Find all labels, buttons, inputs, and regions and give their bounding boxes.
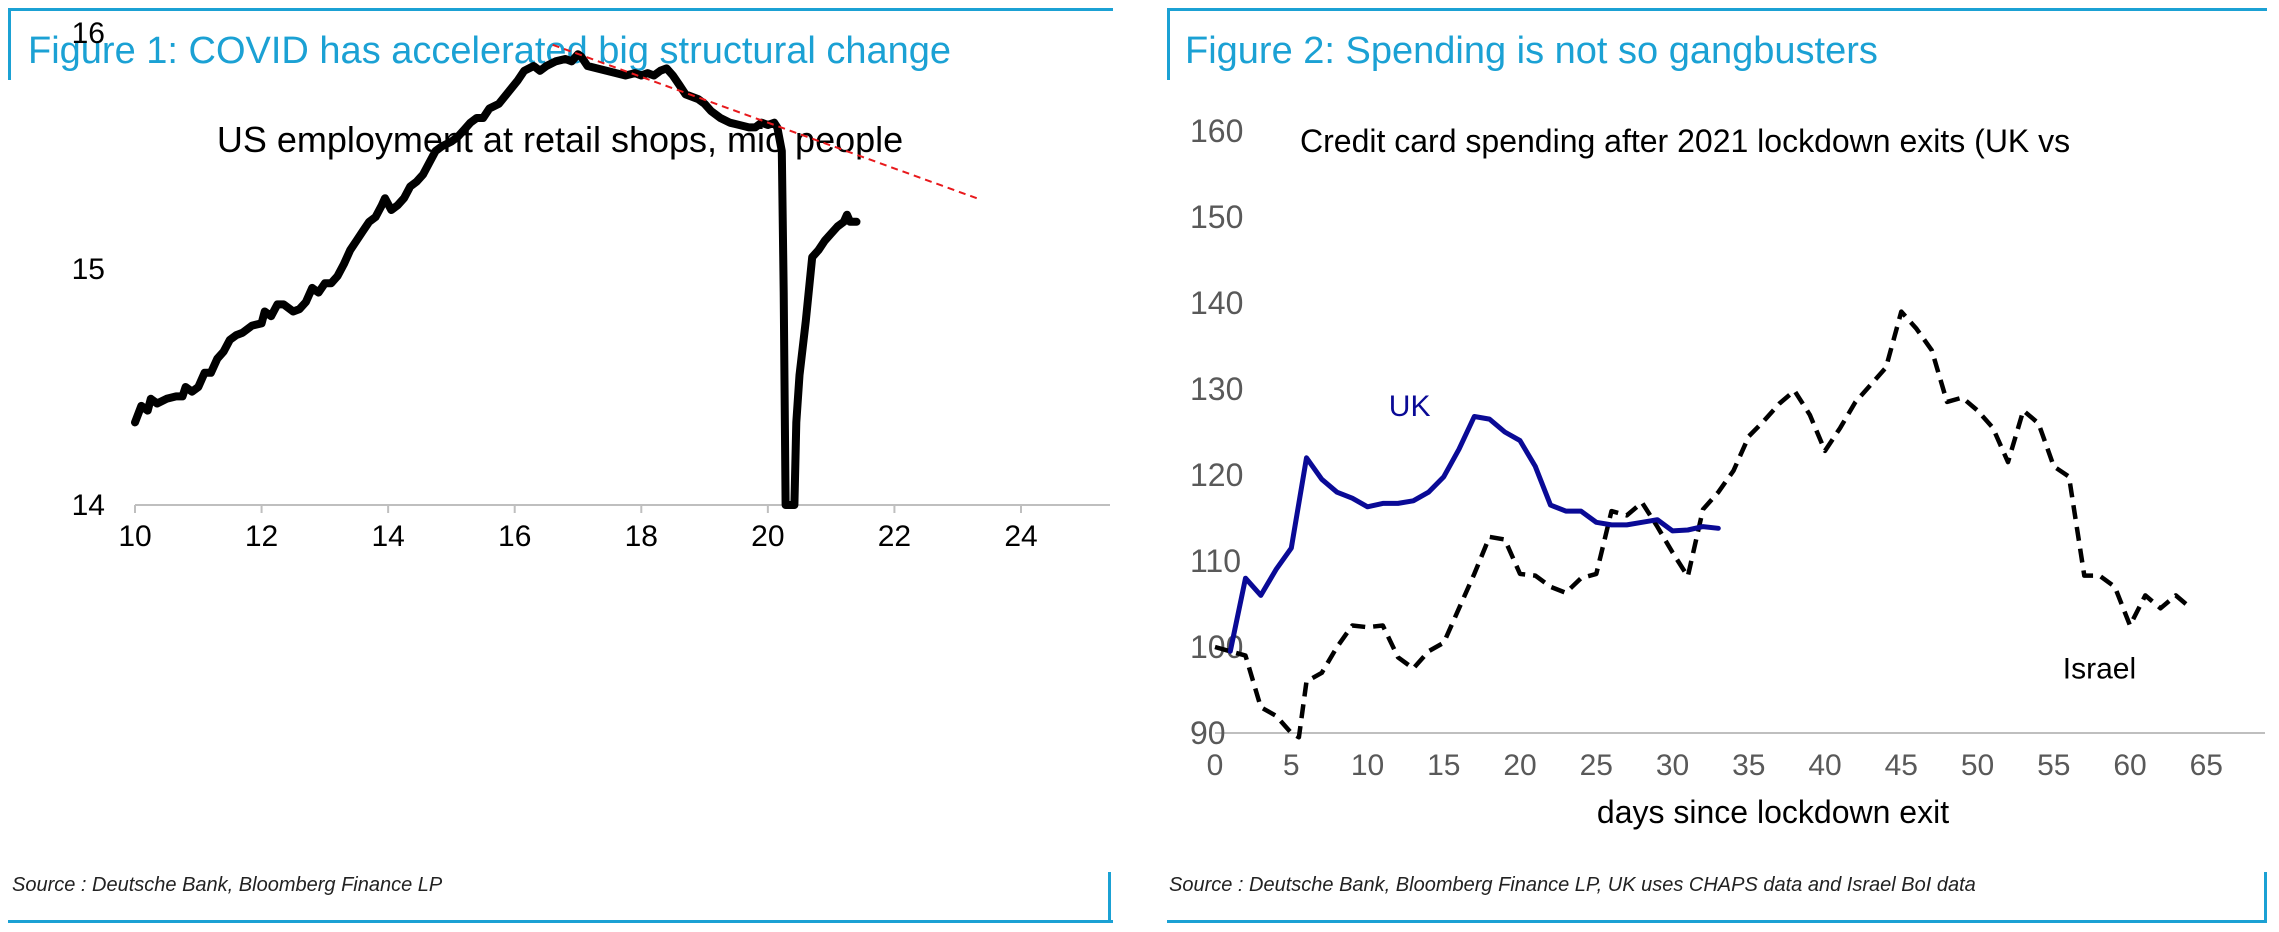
figure-1-panel: Figure 1: COVID has accelerated big stru… xyxy=(0,0,1120,932)
chart-2-x-tick-label: 35 xyxy=(1732,749,1765,782)
figure-1-bottom-accent-bar xyxy=(1108,872,1111,922)
chart-2-x-tick-label: 60 xyxy=(2113,749,2146,782)
chart-1-y-tick-label: 15 xyxy=(72,253,105,286)
chart-2-x-tick-label: 25 xyxy=(1580,749,1613,782)
chart-2-label-israel: Israel xyxy=(2063,653,2136,686)
chart-2-x-tick-label: 40 xyxy=(1808,749,1841,782)
figure-2-source: Source : Deutsche Bank, Bloomberg Financ… xyxy=(1169,874,1976,896)
chart-2-x-tick-label: 65 xyxy=(2190,749,2223,782)
chart-2: Credit card spending after 2021 lockdown… xyxy=(1190,113,2265,830)
chart-1-x-tick-label: 10 xyxy=(118,520,151,553)
chart-2-x-tick-label: 0 xyxy=(1207,749,1224,782)
figure-2-bottom-rule xyxy=(1167,920,2267,923)
chart-1-title: US employment at retail shops, mio peopl… xyxy=(217,119,903,160)
chart-1-trend-line xyxy=(552,43,978,200)
chart-1-x-tick-label: 12 xyxy=(245,520,278,553)
chart-1-y-tick-label: 16 xyxy=(72,17,105,50)
chart-2-x-tick-label: 55 xyxy=(2037,749,2070,782)
chart-2-x-tick-label: 5 xyxy=(1283,749,1300,782)
chart-2-series-israel xyxy=(1214,309,2193,740)
chart-2-y-tick-label: 150 xyxy=(1190,199,1243,235)
figure-1-source: Source : Deutsche Bank, Bloomberg Financ… xyxy=(12,874,443,896)
chart-2-x-tick-label: 15 xyxy=(1427,749,1460,782)
chart-2-y-tick-label: 140 xyxy=(1190,285,1243,321)
figure-1-top-rule xyxy=(8,8,1113,11)
chart-2-y-tick-label: 110 xyxy=(1190,543,1241,579)
chart-1-x-tick-label: 20 xyxy=(751,520,784,553)
chart-2-y-tick-label: 90 xyxy=(1190,715,1226,751)
figure-2-panel: Figure 2: Spending is not so gangbusters… xyxy=(1165,0,2279,932)
chart-1-x-tick-label: 22 xyxy=(878,520,911,553)
chart-1-series-retail-employment xyxy=(131,50,861,509)
chart-2-series-uk xyxy=(1227,414,1721,654)
figure-1-title: Figure 1: COVID has accelerated big stru… xyxy=(28,30,952,72)
figure-2-top-rule xyxy=(1167,8,2267,11)
chart-2-x-tick-label: 20 xyxy=(1503,749,1536,782)
chart-2-x-axis-title: days since lockdown exit xyxy=(1597,794,1949,830)
figure-1-accent-bar xyxy=(8,8,11,80)
figure-2-accent-bar xyxy=(1167,8,1170,80)
figure-1-bottom-rule xyxy=(8,920,1113,923)
chart-2-title: Credit card spending after 2021 lockdown… xyxy=(1300,123,2070,159)
chart-1-x-tick-label: 18 xyxy=(625,520,658,553)
chart-1: US employment at retail shops, mio peopl… xyxy=(72,17,1110,553)
chart-1-y-tick-label: 14 xyxy=(72,489,105,522)
chart-1-x-tick-label: 24 xyxy=(1004,520,1037,553)
chart-2-x-tick-label: 30 xyxy=(1656,749,1689,782)
chart-1-x-tick-label: 14 xyxy=(371,520,404,553)
chart-2-y-tick-label: 120 xyxy=(1190,457,1243,493)
chart-2-y-tick-label: 160 xyxy=(1190,113,1243,149)
figure-2-bottom-accent-bar xyxy=(2264,872,2267,922)
chart-2-x-tick-label: 45 xyxy=(1885,749,1918,782)
chart-2-x-tick-label: 50 xyxy=(1961,749,1994,782)
chart-1-x-tick-label: 16 xyxy=(498,520,531,553)
figure-2-title: Figure 2: Spending is not so gangbusters xyxy=(1185,30,1878,72)
chart-2-y-tick-label: 130 xyxy=(1190,371,1243,407)
chart-2-label-uk: UK xyxy=(1389,390,1431,423)
chart-2-x-tick-label: 10 xyxy=(1351,749,1384,782)
